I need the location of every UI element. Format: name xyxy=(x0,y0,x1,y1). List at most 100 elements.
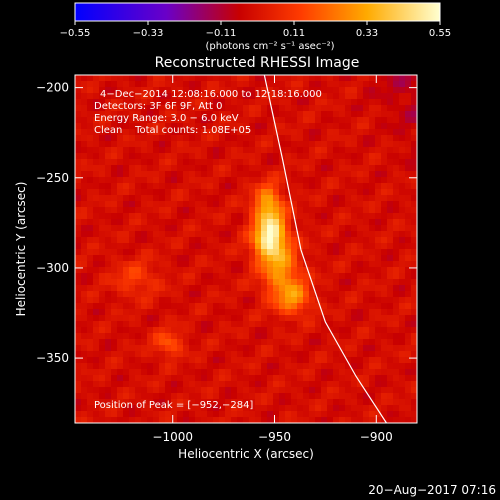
heatmap-cell xyxy=(165,303,171,309)
heatmap-cell xyxy=(243,345,249,351)
chart-title: Reconstructed RHESSI Image xyxy=(155,55,360,71)
heatmap-cell xyxy=(267,93,273,99)
heatmap-cell xyxy=(117,309,123,315)
heatmap-cell xyxy=(171,321,177,327)
heatmap-cell xyxy=(375,285,381,291)
heatmap-cell xyxy=(321,417,327,423)
heatmap-cell xyxy=(405,243,411,249)
heatmap-cell xyxy=(333,207,339,213)
heatmap-cell xyxy=(237,231,243,237)
heatmap-cell xyxy=(303,393,309,399)
heatmap-cell xyxy=(375,207,381,213)
heatmap-cell xyxy=(87,273,93,279)
heatmap-cell xyxy=(345,99,351,105)
heatmap-cell xyxy=(117,171,123,177)
heatmap-cell xyxy=(273,195,279,201)
heatmap-cell xyxy=(177,207,183,213)
heatmap-cell xyxy=(213,375,219,381)
heatmap-cell xyxy=(99,399,105,405)
heatmap-cell xyxy=(177,237,183,243)
heatmap-cell xyxy=(189,165,195,171)
heatmap-cell xyxy=(141,171,147,177)
heatmap-cell xyxy=(141,135,147,141)
colorbar-tick-label: 0.55 xyxy=(429,28,451,39)
heatmap-cell xyxy=(309,99,315,105)
heatmap-cell xyxy=(339,411,345,417)
heatmap-cell xyxy=(159,201,165,207)
heatmap-cell xyxy=(189,381,195,387)
heatmap-cell xyxy=(147,141,153,147)
heatmap-cell xyxy=(249,207,255,213)
heatmap-cell xyxy=(135,357,141,363)
heatmap-cell xyxy=(111,141,117,147)
heatmap-cell xyxy=(111,105,117,111)
heatmap-cell xyxy=(279,213,285,219)
heatmap-cell xyxy=(165,369,171,375)
heatmap-cell xyxy=(183,153,189,159)
heatmap-cell xyxy=(225,411,231,417)
heatmap-cell xyxy=(159,279,165,285)
heatmap-cell xyxy=(339,243,345,249)
heatmap-cell xyxy=(405,195,411,201)
heatmap-cell xyxy=(387,273,393,279)
heatmap-cell xyxy=(327,417,333,423)
heatmap-cell xyxy=(123,417,129,423)
heatmap-cell xyxy=(183,345,189,351)
heatmap-cell xyxy=(405,117,411,123)
heatmap-cell xyxy=(267,417,273,423)
heatmap-cell xyxy=(93,87,99,93)
heatmap-cell xyxy=(87,267,93,273)
heatmap-cell xyxy=(261,411,267,417)
heatmap-cell xyxy=(225,129,231,135)
heatmap-cell xyxy=(165,285,171,291)
heatmap-cell xyxy=(75,369,81,375)
heatmap-cell xyxy=(129,207,135,213)
heatmap-cell xyxy=(285,153,291,159)
heatmap-cell xyxy=(159,225,165,231)
heatmap-cell xyxy=(135,165,141,171)
heatmap-cell xyxy=(357,153,363,159)
heatmap-cell xyxy=(225,201,231,207)
heatmap-cell xyxy=(291,309,297,315)
heatmap-cell xyxy=(237,291,243,297)
heatmap-cell xyxy=(291,141,297,147)
heatmap-cell xyxy=(345,381,351,387)
heatmap-cell xyxy=(201,339,207,345)
heatmap-cell xyxy=(327,261,333,267)
heatmap-cell xyxy=(279,99,285,105)
heatmap-cell xyxy=(231,129,237,135)
heatmap-cell xyxy=(165,99,171,105)
heatmap-cell xyxy=(249,87,255,93)
heatmap-cell xyxy=(351,297,357,303)
heatmap-cell xyxy=(105,369,111,375)
heatmap-cell xyxy=(219,147,225,153)
heatmap-cell xyxy=(321,195,327,201)
heatmap-cell xyxy=(219,357,225,363)
heatmap-cell xyxy=(99,177,105,183)
heatmap-cell xyxy=(147,129,153,135)
heatmap-cell xyxy=(195,357,201,363)
heatmap-cell xyxy=(81,213,87,219)
heatmap-cell xyxy=(279,411,285,417)
heatmap-cell xyxy=(201,411,207,417)
heatmap-cell xyxy=(111,261,117,267)
heatmap-cell xyxy=(213,273,219,279)
heatmap-cell xyxy=(123,123,129,129)
heatmap-cell xyxy=(381,285,387,291)
heatmap-cell xyxy=(189,387,195,393)
heatmap-cell xyxy=(159,261,165,267)
heatmap-cell xyxy=(411,117,417,123)
heatmap-cell xyxy=(195,153,201,159)
heatmap-cell xyxy=(255,363,261,369)
heatmap-cell xyxy=(105,201,111,207)
heatmap-cell xyxy=(369,267,375,273)
heatmap-cell xyxy=(285,195,291,201)
heatmap-cell xyxy=(381,309,387,315)
heatmap-cell xyxy=(171,123,177,129)
heatmap-cell xyxy=(279,105,285,111)
heatmap-cell xyxy=(141,213,147,219)
heatmap-cell xyxy=(399,399,405,405)
heatmap-cell xyxy=(267,411,273,417)
heatmap-cell xyxy=(183,165,189,171)
heatmap-cell xyxy=(219,129,225,135)
